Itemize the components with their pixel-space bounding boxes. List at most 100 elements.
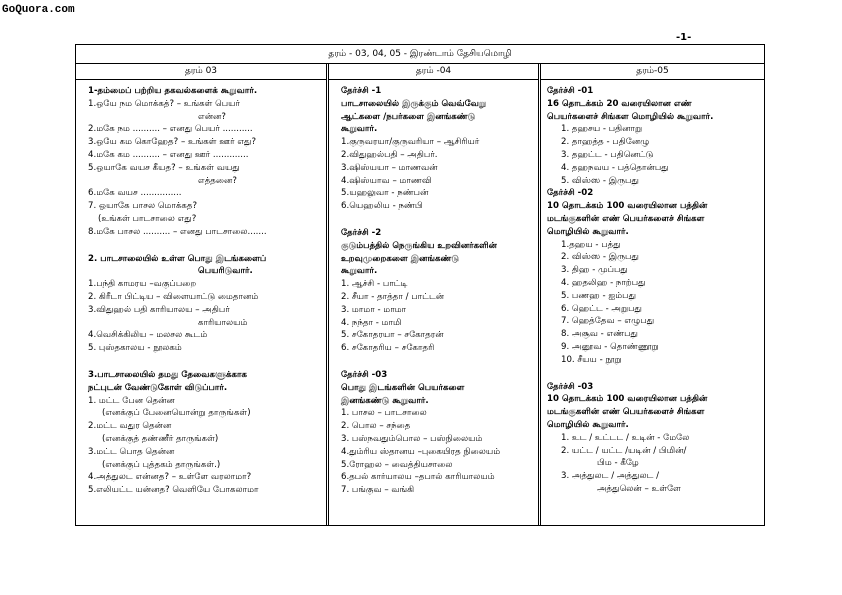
text-line: 2.மகே நம .......... – எனது பெயர் .......… xyxy=(88,124,253,135)
text-line: 5.ஒயாகே வயச கீயத? – உங்கள் வயது xyxy=(88,162,240,173)
text-line: 4.வெசிக்கிலிய – மலசல கூடம் xyxy=(88,330,208,341)
text-line: 1. மட்ட பேன தென்ன xyxy=(88,395,175,406)
page-number: -1- xyxy=(676,32,692,43)
text-line: 7. ஒயாகே பாசல மொக்கத? xyxy=(88,201,198,212)
column-header: தரம் -04 xyxy=(329,63,538,80)
text-line: தேர்ச்சி -03 xyxy=(547,381,594,392)
text-line: 2. பொல – சந்தை xyxy=(341,421,411,432)
text-line: (உங்கள் பாடசாலை எது? xyxy=(98,213,197,224)
text-line: தேர்ச்சி -01 xyxy=(547,86,594,96)
text-line: கூறுவார். xyxy=(341,124,378,135)
text-line: 4.அத்துலட என்னத? – உள்ளே வரலாமா? xyxy=(88,472,252,483)
text-line: மொழியில் கூறுவார். xyxy=(547,226,629,237)
text-line: (எனக்குப் பேனையொன்று தாருங்கள்) xyxy=(102,408,251,419)
text-line: 4. தஹநவய - பத்தொன்பது xyxy=(561,162,669,173)
text-line: தேர்ச்சி -1 xyxy=(341,86,382,96)
text-line: 16 தொடக்கம் 20 வரையிலான எண் xyxy=(547,98,692,109)
text-line: 2. யட்ட / யட்ட /யடின் / பிமின்/ xyxy=(561,445,687,456)
text-line: 3. தஹட்ட - பதினெட்டு xyxy=(561,149,654,160)
text-line: 5. சகோதரயா – சகோதரன் xyxy=(341,330,444,341)
text-line: 4.மகே கம .......... – எனது ஊர் .........… xyxy=(88,149,249,160)
text-line: 6.தபல் கார்யாலய –தபால் காரியாலயம் xyxy=(341,472,495,483)
text-line: 1.தஹய - பத்து xyxy=(561,239,621,250)
text-line: 5. பணஹ - ஐம்பது xyxy=(561,290,637,301)
text-line: 2. சீயா - தாத்தா / பாட்டன் xyxy=(341,291,445,302)
column: தரம் 03 1-தம்மைப் பற்றிய தகவல்களைக் கூறு… xyxy=(76,63,326,525)
text-line: 3. பஸ்நவதும்பொல – பஸ்நிலையம் xyxy=(341,433,483,444)
text-line: 5. விஸ்ஸ - இருபது xyxy=(561,175,639,186)
text-line: மடங்குகளின் எண் பெயர்களைச் சிங்கள xyxy=(547,213,705,224)
text-line: 4.தும்ரிய ஸ்தானய –புகையிரத நிலையம் xyxy=(341,446,501,457)
text-line: (எனக்குப் புத்தகம் தாருங்கள்.) xyxy=(102,459,221,470)
text-line: 5.ரோஹல – வைத்தியசாலை xyxy=(341,459,453,470)
text-line: மொழியில் கூறுவார். xyxy=(547,419,629,430)
text-line: 9. அனூவ - தொண்ணூறு xyxy=(561,341,659,352)
text-line: அத்துலென் – உள்ளே xyxy=(597,483,681,494)
text-line: 3.ஷிஸ்யயா – மாணவன் xyxy=(341,162,438,173)
column: தரம் -04 தேர்ச்சி -1 பாடசாலையில் இருக்கு… xyxy=(326,63,538,525)
text-line: என்ன? xyxy=(198,111,226,122)
text-line: 1. பாசல – பாடசாலை xyxy=(341,408,427,419)
text-line: 6.யெஹலிய - நண்பி xyxy=(341,201,423,212)
text-line: கூறுவார். xyxy=(341,266,378,277)
text-line: 3.மட்ட பொத தென்ன xyxy=(88,446,175,457)
text-line: 8.மகே பாசல .......... – எனது பாடசாலை....… xyxy=(88,226,267,237)
text-line: மடங்குகளின் எண் பெயர்களைச் சிங்கள xyxy=(547,407,705,418)
text-line: 3. மாமா - மாமா xyxy=(341,304,407,315)
text-line: 2. கிரீடா பிட்டிய – விளையாட்டு மைதானம் xyxy=(88,291,259,302)
text-line: 10. சீயய - நூறு xyxy=(561,354,622,365)
column: தரம்-05 தேர்ச்சி -01 16 தொடக்கம் 20 வரைய… xyxy=(538,63,764,525)
text-line: 6. ஹெட்ட - அறுபது xyxy=(561,303,642,314)
text-line: 1.ஒயே நம மொக்கத்? – உங்கள் பெயர் xyxy=(88,98,241,109)
text-line: 2.மட்ட வதுர தென்ன xyxy=(88,421,172,432)
table-title: தரம் - 03, 04, 05 - இரண்டாம் தேசியமொழி xyxy=(76,45,764,64)
text-line: தேர்ச்சி -03 xyxy=(341,369,388,380)
text-line: 3.விதுஹல் பதி காரியாலய – அதிபர் xyxy=(88,304,230,315)
text-line: எத்தனை? xyxy=(198,175,237,186)
text-line: 1-தம்மைப் பற்றிய தகவல்களைக் கூறுவார். xyxy=(88,86,258,96)
text-line: இனங்கண்டு கூறுவார். xyxy=(341,395,429,406)
watermark: GoQuora.com xyxy=(2,4,75,16)
text-line: 3.ஒயே கம கொஹேத? – உங்கள் ஊர் எது? xyxy=(88,137,257,148)
column-header: தரம் 03 xyxy=(76,63,326,80)
text-line: 2. விஸ்ஸ - இருபது xyxy=(561,252,639,263)
text-line: 2. பாடசாலையில் உள்ள பொது இடங்களைப் xyxy=(88,253,267,264)
column-header: தரம்-05 xyxy=(541,63,764,80)
text-line: 1.குருவரயா/குருவரியா – ஆசிரியர் xyxy=(341,137,480,148)
text-line: நட்புடன் வேண்டுகோள் விடுப்பார். xyxy=(88,382,228,393)
text-line: 5. புஸ்தகாலய - நூலகம் xyxy=(88,343,182,354)
text-line: 10 தொடக்கம் 100 வரையிலான பத்தின் xyxy=(547,201,708,212)
text-line: 3. அத்துலட / அத்துலட / xyxy=(561,471,660,482)
text-line: 1.பந்தி காமரய –வகுப்பறை xyxy=(88,279,197,290)
text-line: 4. நந்தா - மாமி xyxy=(341,317,402,328)
text-line: 4. ஹதலிஹ - நாற்பது xyxy=(561,277,646,288)
text-line: 5.யஹலுவா - நண்பன் xyxy=(341,188,429,199)
text-line: பிம - கீழே xyxy=(597,458,639,469)
syllabus-table: தரம் - 03, 04, 05 - இரண்டாம் தேசியமொழி த… xyxy=(75,44,765,526)
text-line: (எனக்குத் தண்ணீர் தாருங்கள்) xyxy=(102,433,219,444)
text-line: 1. ஆச்சி - பாட்டி xyxy=(341,279,408,290)
text-line: பாடசாலையில் இருக்கும் வெவ்வேறு xyxy=(341,98,487,109)
text-line: 7. ஹெத்தேவ – எழுபது xyxy=(561,316,655,327)
text-line: உறவுமுறைகளை இனங்கண்டு xyxy=(341,253,460,264)
text-line: 4.ஷிஸ்யாவ – மாணவி xyxy=(341,175,432,186)
text-line: 7. பங்குவ – வங்கி xyxy=(341,485,415,496)
text-line: ஆட்களை /நபர்களை இனங்கண்டு xyxy=(341,111,476,122)
text-line: 3. திஹ - முப்பது xyxy=(561,265,628,276)
text-line: 6. சகோதரிய – சகோதரி xyxy=(341,343,435,354)
text-line: பெயரிடுவார். xyxy=(198,266,253,277)
text-line: தேர்ச்சி -02 xyxy=(547,188,594,199)
text-line: குடும்பத்தில் நெருங்கிய உறவினர்களின் xyxy=(341,240,498,251)
text-line: 3.பாடசாலையில் தமது தேவைகளுக்காக xyxy=(88,369,248,380)
text-line: 2. தாஹத்த - பதினேழு xyxy=(561,137,650,148)
text-line: பெயர்களைச் சிங்கள மொழியில் கூறுவார். xyxy=(547,111,714,122)
text-line: 1. உட / உட்டட / உடின் - மேலே xyxy=(561,432,690,443)
text-line: 6.மகே வயச ............... xyxy=(88,188,182,199)
text-line: 10 தொடக்கம் 100 வரையிலான பத்தின் xyxy=(547,394,708,405)
text-line: பொது இடங்களின் பெயர்களை xyxy=(341,382,465,393)
text-line: 1. தஹசய - பதினாறு xyxy=(561,124,643,135)
text-line: 8. அசூவ - எண்பது xyxy=(561,329,638,340)
text-line: 5.எலியட்ட யன்னத? வெளியே போகலாமா xyxy=(88,485,259,496)
text-line: காரியாலயம் xyxy=(198,317,248,328)
